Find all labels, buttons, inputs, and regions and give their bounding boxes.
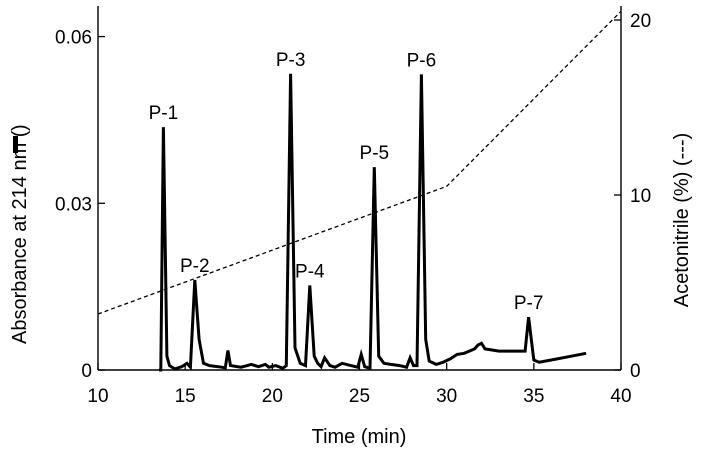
acetonitrile-gradient-line — [97, 10, 622, 315]
y-tick-label: 0.03 — [55, 194, 92, 215]
plot-frame — [97, 6, 622, 371]
peak-label: P-7 — [514, 293, 544, 314]
y-tick-label: 0.06 — [55, 28, 92, 49]
y-tick-label: 0 — [81, 361, 92, 382]
x-tick-label: 30 — [436, 386, 457, 407]
y2-tick-label: 20 — [630, 11, 651, 32]
y2-tick-label: 0 — [630, 361, 641, 382]
peak-label: P-1 — [149, 103, 179, 124]
x-tick-label: 35 — [523, 386, 544, 407]
absorbance-trace-line — [159, 73, 587, 372]
x-tick-label: 10 — [87, 386, 108, 407]
y-axis-title-text: Absorbance at 214 nm ( — [9, 130, 31, 344]
ticks-layer: 10 15 20 25 30 35 40 0 0.03 0.06 0 10 20 — [55, 11, 651, 407]
x-tick-label: 15 — [175, 386, 196, 407]
x-tick-label: 25 — [349, 386, 370, 407]
y-axis-title: Absorbance at 214 nm ( ) — [9, 124, 31, 344]
y2-tick-label: 10 — [630, 186, 651, 207]
y-axis-title-close: ) — [9, 124, 31, 131]
x-axis-title: Time (min) — [312, 426, 407, 448]
peak-label: P-5 — [360, 143, 390, 164]
peak-label: P-3 — [276, 50, 306, 71]
solid-line-legend-icon — [13, 136, 18, 153]
x-tick-label: 40 — [610, 386, 631, 407]
series-layer — [97, 10, 622, 372]
x-tick-label: 20 — [262, 386, 283, 407]
peak-label: P-4 — [295, 262, 325, 283]
labels-layer: P-1 P-2 P-3 P-4 P-5 P-6 P-7 — [149, 50, 544, 314]
y2-axis-title: Acetonitrile (%) (---) — [671, 133, 693, 307]
peak-label: P-2 — [180, 256, 210, 277]
peak-label: P-6 — [407, 50, 437, 71]
